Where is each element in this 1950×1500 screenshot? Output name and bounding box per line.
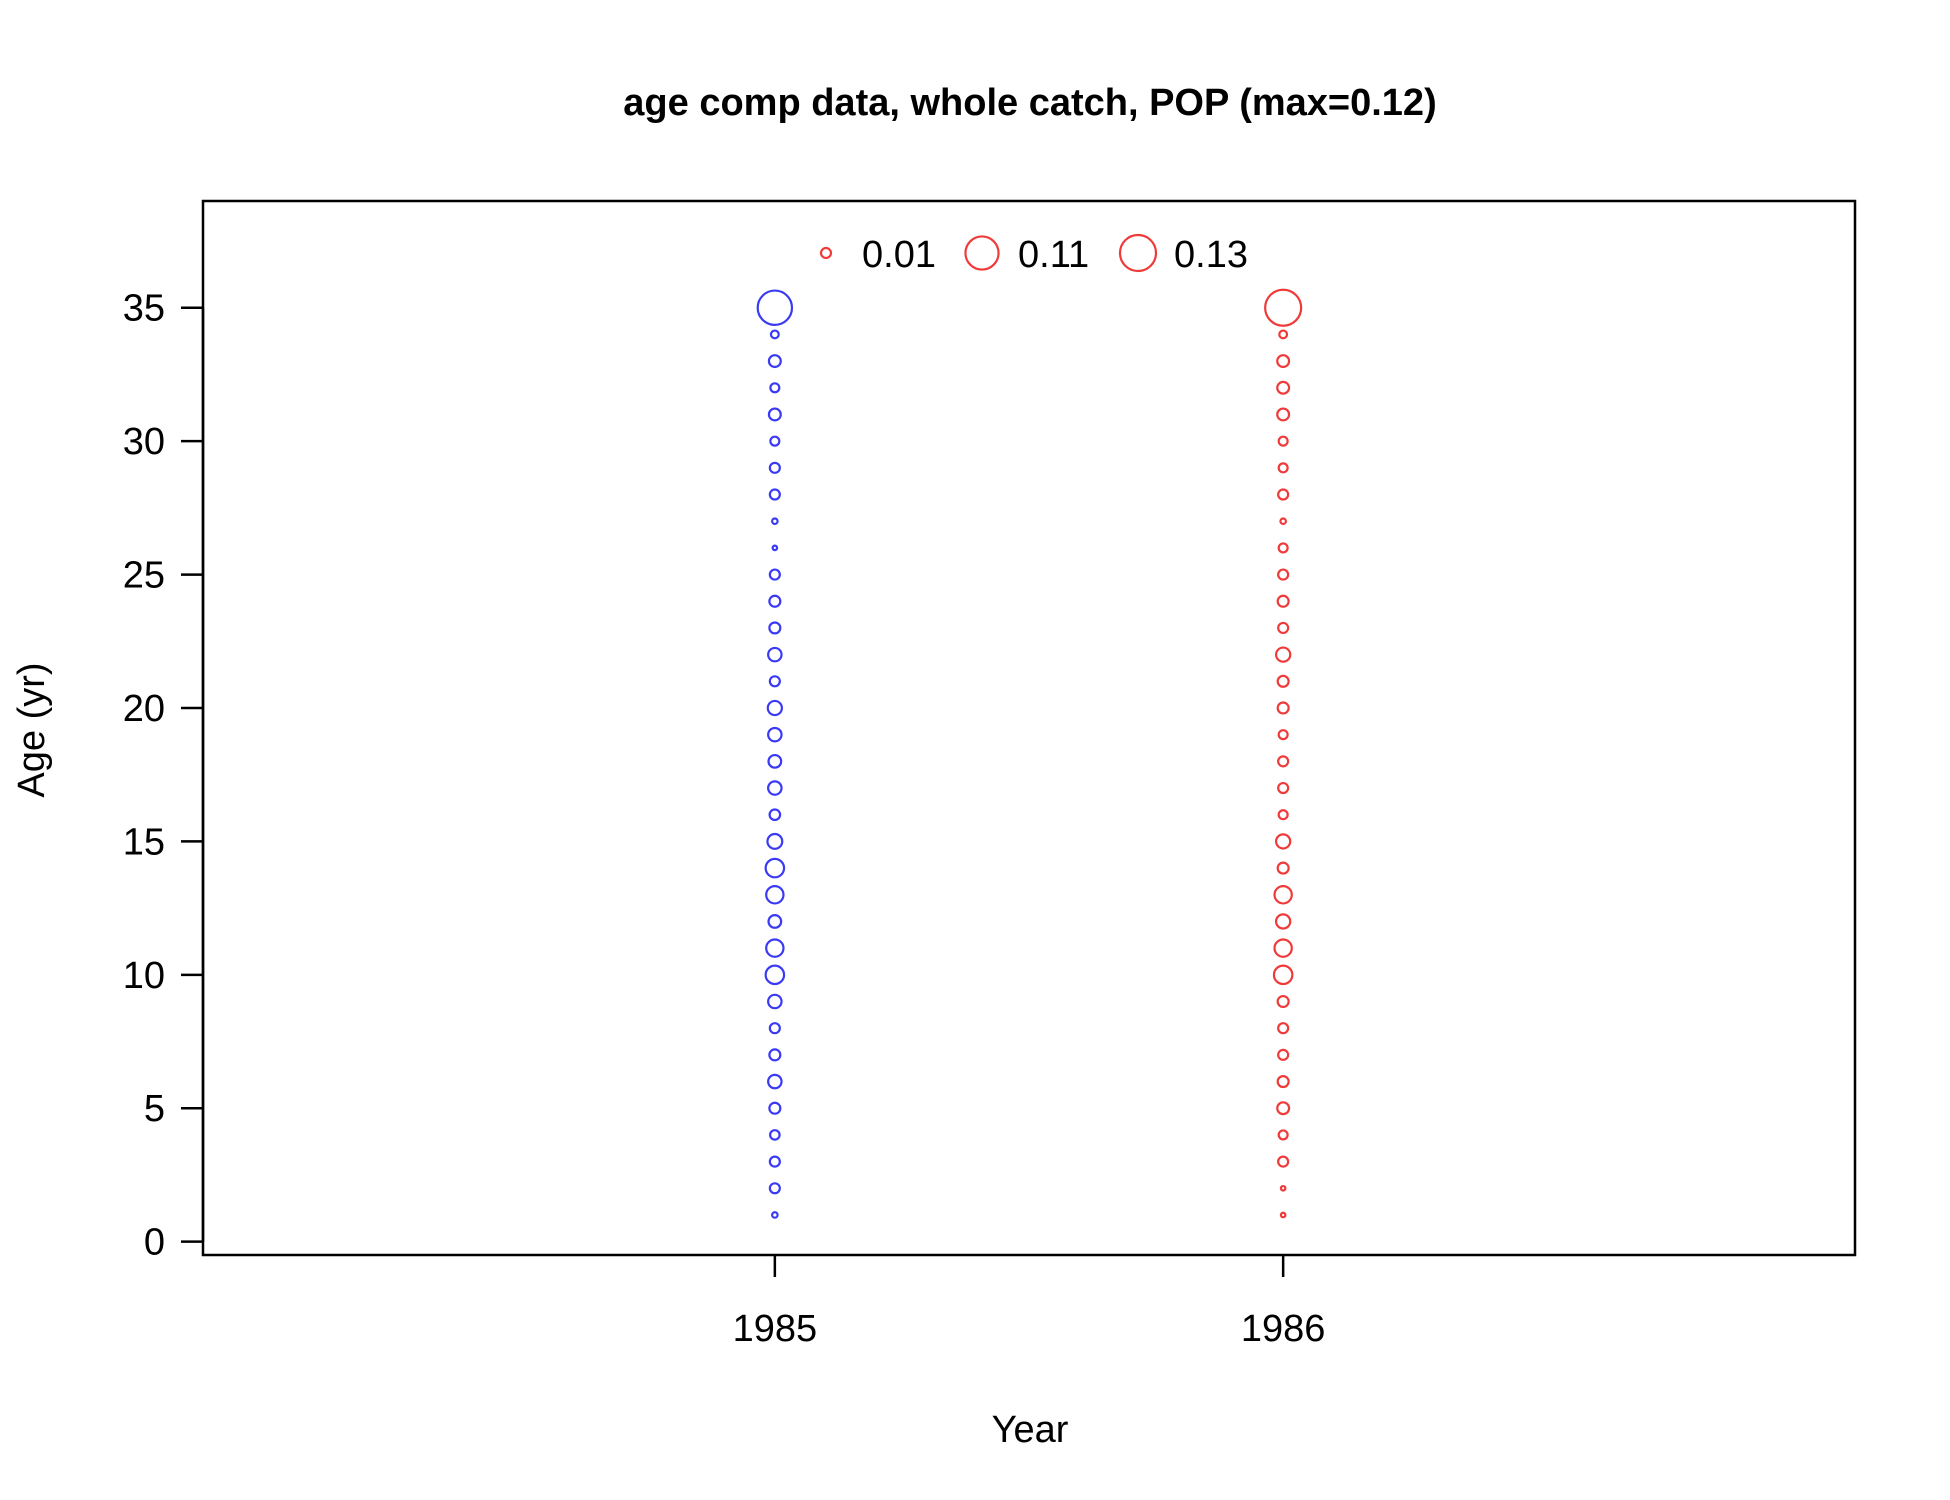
bubble-1985-age-12 <box>767 914 783 929</box>
bubble-1985-age-24 <box>768 594 782 608</box>
bubble-1985-age-14 <box>764 857 786 879</box>
bubble-1986-age-9 <box>1276 994 1290 1009</box>
bubble-1986-age-22 <box>1274 646 1292 663</box>
y-tick-label-10: 10 <box>123 955 165 997</box>
y-tick-label-30: 30 <box>123 421 165 463</box>
bubble-1986-age-24 <box>1276 594 1290 608</box>
bubble-1986-age-21 <box>1276 674 1290 688</box>
bubble-1986-age-17 <box>1277 781 1290 795</box>
legend-label-2: 0.13 <box>1174 234 1248 276</box>
bubble-1985-age-1 <box>771 1211 779 1219</box>
bubble-1985-age-6 <box>767 1073 783 1090</box>
y-tick-label-20: 20 <box>123 688 165 730</box>
bubble-1986-age-3 <box>1277 1155 1290 1168</box>
legend-label-0: 0.01 <box>862 234 936 276</box>
bubble-1986-age-6 <box>1276 1074 1290 1089</box>
bubble-1986-age-26 <box>1277 542 1289 554</box>
bubble-1986-age-23 <box>1277 621 1290 635</box>
x-axis-label: Year <box>992 1409 1069 1451</box>
bubble-1985-age-26 <box>771 544 779 552</box>
bubble-1985-age-30 <box>769 435 781 447</box>
bubble-1986-age-10 <box>1272 964 1294 986</box>
bubble-1985-age-10 <box>764 964 786 986</box>
x-axis: 1985 1986 <box>733 1255 1326 1350</box>
legend-label-1: 0.11 <box>1018 234 1089 276</box>
bubble-1986-age-28 <box>1277 488 1290 501</box>
bubble-1985-age-33 <box>767 354 782 369</box>
bubble-1986-age-5 <box>1276 1101 1291 1116</box>
bubble-1986-age-33 <box>1276 354 1291 369</box>
bubble-1986-age-15 <box>1274 833 1292 850</box>
y-tick-label-0: 0 <box>144 1222 165 1264</box>
data-points <box>756 288 1303 1219</box>
bubble-1986-age-1 <box>1279 1211 1287 1219</box>
bubble-1985-age-17 <box>767 780 783 796</box>
bubble-1985-age-15 <box>766 832 784 850</box>
y-axis: 0 5 10 15 20 25 30 35 <box>123 288 205 1264</box>
bubble-1985-age-5 <box>768 1101 782 1115</box>
bubble-1985-age-2 <box>768 1182 781 1195</box>
legend: 0.01 0.11 0.13 <box>819 233 1248 276</box>
bubble-1986-age-14 <box>1276 861 1290 875</box>
bubble-1986-age-12 <box>1274 913 1292 930</box>
bubble-1985-age-9 <box>767 993 783 1010</box>
bubble-1985-age-21 <box>768 675 781 688</box>
bubble-1986-age-19 <box>1277 729 1289 741</box>
y-axis-label: Age (yr) <box>11 662 53 797</box>
bubble-1985-age-13 <box>765 885 785 905</box>
bubble-1986-age-13 <box>1273 885 1293 905</box>
bubble-1985-age-32 <box>769 382 781 394</box>
bubble-1985-age-22 <box>767 646 783 663</box>
bubble-1986-age-16 <box>1277 809 1289 821</box>
bubble-1985-age-34 <box>769 329 780 340</box>
bubble-1986-age-8 <box>1277 1022 1290 1035</box>
bubble-1986-age-2 <box>1279 1184 1287 1192</box>
bubble-1985-age-29 <box>768 461 781 474</box>
x-tick-label-1986: 1986 <box>1241 1308 1326 1350</box>
bubble-1986-age-18 <box>1277 755 1290 768</box>
legend-marker-1 <box>964 235 1000 271</box>
legend-marker-0 <box>819 246 833 260</box>
bubble-1985-age-4 <box>769 1129 781 1141</box>
bubble-1985-age-35 <box>756 289 794 326</box>
x-tick-label-1985: 1985 <box>733 1308 818 1350</box>
bubble-1985-age-23 <box>768 621 782 635</box>
bubble-1985-age-31 <box>767 407 782 422</box>
bubble-1985-age-3 <box>768 1155 781 1168</box>
bubble-1985-age-16 <box>768 808 782 822</box>
bubble-1985-age-28 <box>768 488 781 501</box>
bubble-1985-age-11 <box>765 938 785 958</box>
bubble-1986-age-31 <box>1276 407 1291 422</box>
bubble-1986-age-29 <box>1277 462 1289 474</box>
y-tick-label-5: 5 <box>144 1088 165 1130</box>
y-tick-label-35: 35 <box>123 288 165 330</box>
plot-area-frame <box>201 199 1857 1257</box>
bubble-1986-age-7 <box>1277 1048 1290 1061</box>
bubble-1985-age-25 <box>768 568 781 581</box>
bubble-1986-age-30 <box>1277 435 1289 447</box>
y-tick-label-15: 15 <box>123 821 165 863</box>
bubble-1986-age-4 <box>1277 1129 1289 1141</box>
bubble-1986-age-11 <box>1273 938 1293 958</box>
bubble-1986-age-27 <box>1279 517 1287 526</box>
bubble-1985-age-20 <box>766 699 784 717</box>
bubble-1985-age-8 <box>768 1022 781 1035</box>
legend-marker-2 <box>1118 233 1158 273</box>
bubble-1985-age-19 <box>767 726 783 743</box>
bubble-1986-age-34 <box>1278 329 1289 340</box>
bubble-1986-age-20 <box>1276 701 1290 715</box>
bubble-1986-age-32 <box>1276 380 1291 395</box>
bubble-1985-age-7 <box>768 1048 782 1062</box>
bubble-1986-age-25 <box>1277 568 1290 581</box>
chart-title: age comp data, whole catch, POP (max=0.1… <box>623 82 1436 124</box>
bubble-1985-age-18 <box>767 753 783 769</box>
bubble-1985-age-27 <box>771 517 779 526</box>
y-tick-label-25: 25 <box>123 555 165 597</box>
bubble-1986-age-35 <box>1264 288 1303 327</box>
